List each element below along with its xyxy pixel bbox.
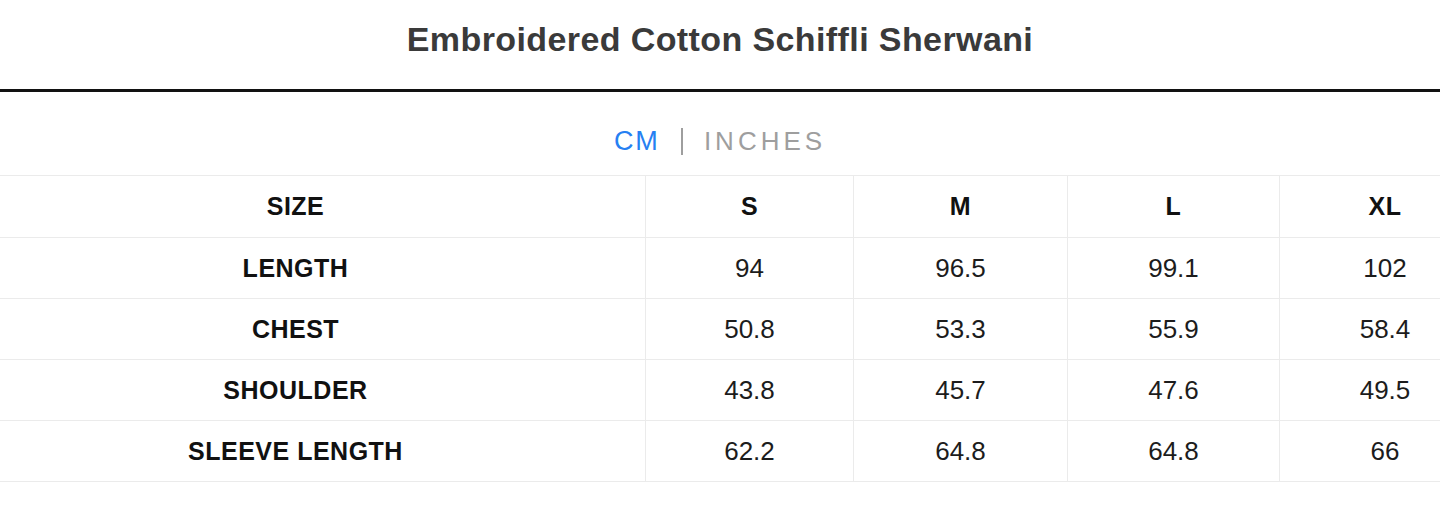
size-value-cell: 50.8: [646, 299, 854, 360]
size-value-cell: 99.1: [1068, 238, 1280, 299]
row-label-length: LENGTH: [0, 238, 646, 299]
size-value-cell: 64.8: [854, 421, 1068, 482]
size-value-cell: 55.9: [1068, 299, 1280, 360]
size-value-cell: 58.4: [1280, 299, 1440, 360]
size-value-cell: 49.5: [1280, 360, 1440, 421]
size-value-cell: 62.2: [646, 421, 854, 482]
column-header-size: SIZE: [0, 176, 646, 238]
unit-inches-button[interactable]: INCHES: [704, 126, 826, 157]
unit-toggle: CM INCHES: [0, 92, 1440, 175]
unit-cm-button[interactable]: CM: [614, 126, 660, 157]
title-bar: Embroidered Cotton Schiffli Sherwani: [0, 0, 1440, 92]
row-label-shoulder: SHOULDER: [0, 360, 646, 421]
column-header-m: M: [854, 176, 1068, 238]
size-value-cell: 53.3: [854, 299, 1068, 360]
size-value-cell: 43.8: [646, 360, 854, 421]
size-value-cell: 94: [646, 238, 854, 299]
column-header-xl: XL: [1280, 176, 1440, 238]
row-label-sleeve-length: SLEEVE LENGTH: [0, 421, 646, 482]
size-value-cell: 96.5: [854, 238, 1068, 299]
size-value-cell: 102: [1280, 238, 1440, 299]
unit-toggle-divider: [681, 128, 683, 155]
size-value-cell: 64.8: [1068, 421, 1280, 482]
size-value-cell: 45.7: [854, 360, 1068, 421]
size-value-cell: 47.6: [1068, 360, 1280, 421]
size-value-cell: 66: [1280, 421, 1440, 482]
page-title: Embroidered Cotton Schiffli Sherwani: [407, 20, 1033, 59]
size-chart-table: SIZE S M L XL LENGTH 94 96.5 99.1 102 CH…: [0, 175, 1440, 482]
row-label-chest: CHEST: [0, 299, 646, 360]
column-header-l: L: [1068, 176, 1280, 238]
column-header-s: S: [646, 176, 854, 238]
